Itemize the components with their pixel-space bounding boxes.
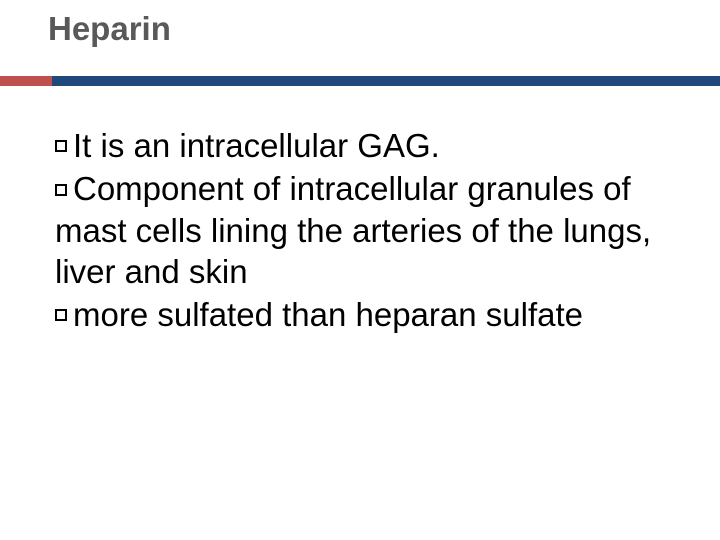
- bullet-text: It is an intracellular GAG.: [73, 127, 440, 164]
- slide-title: Heparin: [48, 10, 690, 48]
- slide: Heparin It is an intracellular GAG. Compo…: [0, 0, 720, 540]
- title-region: Heparin: [48, 10, 690, 48]
- bullet-item: Component of intracellular granules of m…: [55, 168, 680, 292]
- bullet-item: more sulfated than heparan sulfate: [55, 294, 680, 335]
- bullet-text: Component of intracellular granules of m…: [55, 170, 651, 290]
- square-bullet-icon: [55, 140, 67, 152]
- square-bullet-icon: [55, 184, 67, 196]
- bullet-item: It is an intracellular GAG.: [55, 125, 680, 166]
- body-region: It is an intracellular GAG. Component of …: [55, 125, 680, 337]
- square-bullet-icon: [55, 309, 67, 321]
- title-underline: [0, 76, 720, 86]
- underline-accent: [0, 76, 52, 86]
- bullet-text: more sulfated than heparan sulfate: [73, 296, 583, 333]
- underline-main: [52, 76, 720, 86]
